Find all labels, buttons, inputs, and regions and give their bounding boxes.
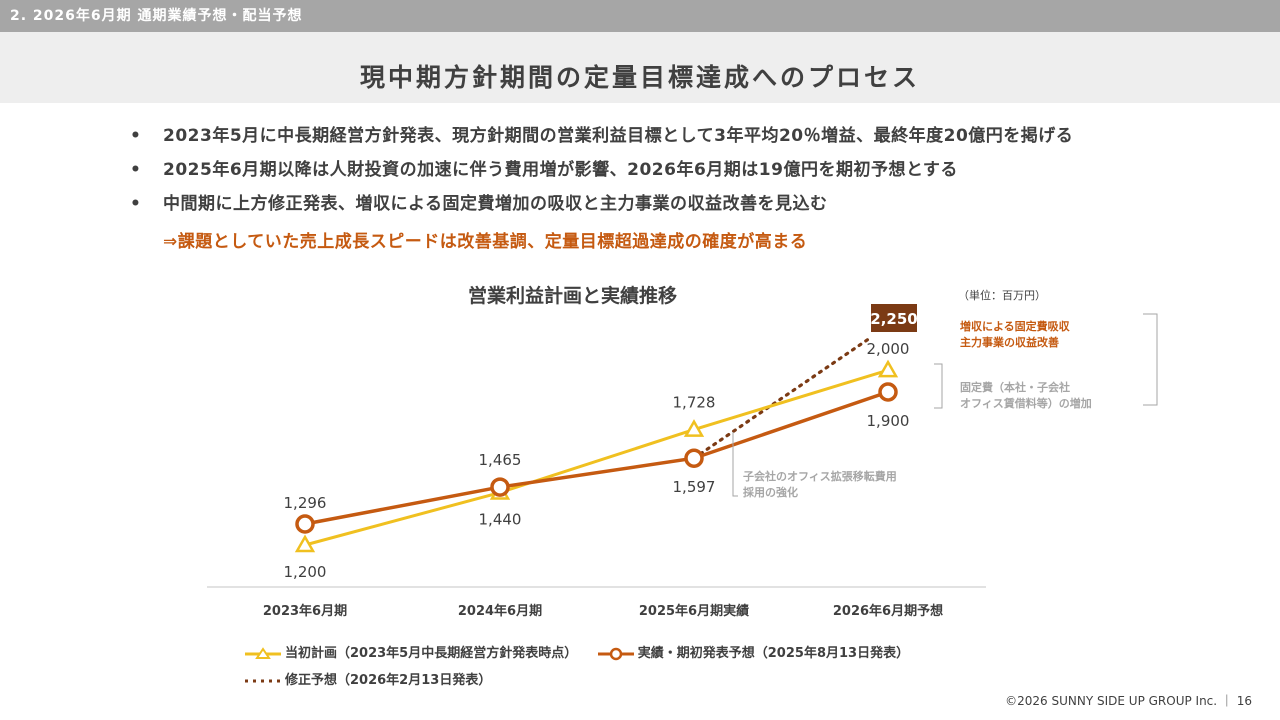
plan-point-marker <box>294 534 316 553</box>
plan-point-marker <box>877 359 899 378</box>
x-tick-label: 2023年6月期 <box>263 603 347 619</box>
x-tick-label: 2024年6月期 <box>458 603 542 619</box>
legend-item-actual: 実績・期初発表予想（2025年8月13日発表） <box>597 642 910 661</box>
revised-data-label: 2,250 <box>870 310 917 328</box>
plan-data-label: 1,200 <box>284 563 327 581</box>
legend-revised-label: 修正予想（2026年2月13日発表） <box>285 673 492 688</box>
improvement-annotation: 主力事業の収益改善 <box>960 335 1059 349</box>
outer-bracket <box>1143 313 1158 406</box>
bullet-list: • 2023年5月に中長期経営方針発表、現方針期間の営業利益目標として3年平均20… <box>130 122 1270 224</box>
unit-label: （単位：百万円） <box>958 289 1046 302</box>
legend-item-plan: 当初計画（2023年5月中長期経営方針発表時点） <box>245 642 577 661</box>
legend-actual-label: 実績・期初発表予想（2025年8月13日発表） <box>637 646 910 661</box>
plan-data-label: 1,728 <box>673 394 716 412</box>
plan-data-label: 2,000 <box>867 340 910 358</box>
actual-data-label: 1,597 <box>673 478 716 496</box>
actual-point-marker <box>878 382 898 402</box>
legend-plan-swatch <box>245 646 281 659</box>
bullet-item: • 2025年6月期以降は人財投資の加速に伴う費用増が影響、2026年6月期は19… <box>130 156 1270 190</box>
actual-point-marker <box>295 514 315 534</box>
x-tick-label: 2026年6月期予想 <box>833 603 943 619</box>
improvement-annotation: 増収による固定費吸収 <box>960 319 1071 333</box>
legend-item-revised: 修正予想（2026年2月13日発表） <box>245 669 491 688</box>
bullet-mark: • <box>130 126 142 146</box>
bullet-text: 2023年5月に中長期経営方針発表、現方針期間の営業利益目標として3年平均20％… <box>163 126 1074 146</box>
x-tick-label: 2025年6月期実績 <box>639 603 749 619</box>
footer-copyright: ©2026 SUNNY SIDE UP GROUP Inc. ｜ 16 <box>1005 694 1252 708</box>
cost-increase-annotation: 採用の強化 <box>743 485 798 499</box>
bullet-mark: • <box>130 194 142 214</box>
plan-point-marker <box>683 419 705 437</box>
fixed-cost-bracket <box>934 363 943 409</box>
bullet-text: 中間期に上方修正発表、増収による固定費増加の吸収と主力事業の収益改善を見込む <box>163 194 828 214</box>
actual-point-marker <box>684 448 704 468</box>
chart-title: 営業利益計画と実績推移 <box>468 285 678 307</box>
legend-row-1: 当初計画（2023年5月中長期経営方針発表時点） 実績・期初発表予想（2025年… <box>245 642 925 661</box>
actual-point-marker <box>490 477 510 497</box>
legend-revised-swatch <box>245 679 281 682</box>
legend-plan-label: 当初計画（2023年5月中長期経営方針発表時点） <box>285 646 578 661</box>
legend-actual-swatch <box>597 647 634 660</box>
legend-row-2: 修正予想（2026年2月13日発表） <box>245 669 507 688</box>
section-header: 2. 2026年6月期 通期業績予想・配当予想 <box>0 0 1280 32</box>
bullet-mark: • <box>130 160 142 180</box>
revised-series-line <box>692 336 872 460</box>
plan-data-label: 1,440 <box>479 511 522 529</box>
fixed-cost-annotation: 固定費（本社・子会社 <box>960 380 1070 394</box>
plan-series-line <box>304 368 889 547</box>
actual-data-label: 1,296 <box>284 494 327 512</box>
bullet-item: • 2023年5月に中長期経営方針発表、現方針期間の営業利益目標として3年平均20… <box>130 122 1270 156</box>
page-title: 現中期方針期間の定量目標達成へのプロセス <box>359 63 920 92</box>
bullet-text: 2025年6月期以降は人財投資の加速に伴う費用増が影響、2026年6月期は19億… <box>163 160 958 180</box>
title-band <box>0 32 1280 103</box>
cost-increase-annotation: 子会社のオフィス拡張移転費用 <box>743 469 897 483</box>
cost-bracket <box>732 432 738 497</box>
fixed-cost-annotation: オフィス賃借料等）の増加 <box>960 396 1092 410</box>
actual-series-line <box>304 390 889 526</box>
conclusion-text: ⇒課題としていた売上成長スピードは改善基調、定量目標超過達成の確度が高まる <box>163 232 808 252</box>
actual-data-label: 1,900 <box>867 412 910 430</box>
revised-label-box <box>871 304 917 332</box>
actual-data-label: 1,465 <box>479 451 522 469</box>
bullet-item: • 中間期に上方修正発表、増収による固定費増加の吸収と主力事業の収益改善を見込む <box>130 190 1270 224</box>
